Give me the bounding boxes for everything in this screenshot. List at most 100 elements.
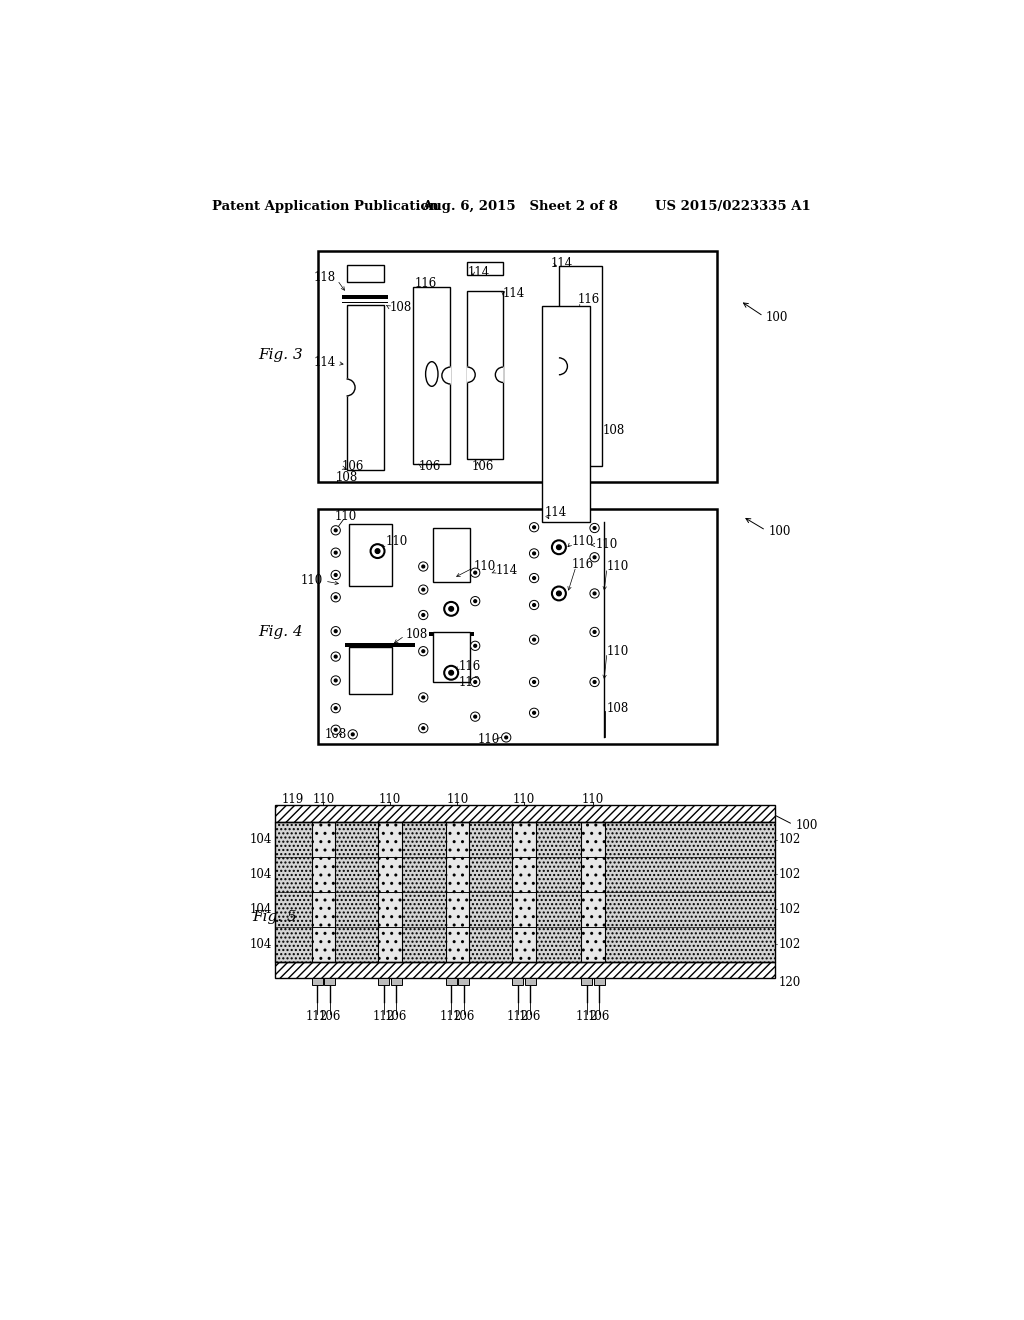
Text: 104: 104 [250,937,272,950]
Bar [559,267,601,466]
Bar [275,822,775,857]
Circle shape [532,711,536,714]
Text: 106: 106 [385,1010,408,1023]
Circle shape [334,630,337,632]
Text: 104: 104 [250,869,272,880]
Circle shape [529,549,539,558]
Bar [335,927,378,961]
Circle shape [331,676,340,685]
Text: 120: 120 [778,975,801,989]
Text: 112: 112 [440,1010,462,1023]
Bar [311,927,335,961]
Bar [346,264,384,281]
Wedge shape [442,367,451,384]
Bar [391,978,401,985]
Bar [429,632,474,636]
Circle shape [474,715,476,718]
Circle shape [593,631,596,634]
Text: 106: 106 [342,459,365,473]
Circle shape [422,614,425,616]
Circle shape [334,574,337,577]
Text: 114: 114 [496,564,517,577]
Text: 114: 114 [545,506,567,519]
Circle shape [331,704,340,713]
Circle shape [557,591,561,595]
Text: 108: 108 [603,424,626,437]
Circle shape [419,723,428,733]
Ellipse shape [570,338,585,360]
Circle shape [532,681,536,684]
Circle shape [474,572,476,574]
Bar [311,822,335,857]
Text: 108: 108 [336,471,358,484]
Text: 102: 102 [778,903,801,916]
Bar [378,857,401,892]
Circle shape [334,529,337,532]
Circle shape [529,677,539,686]
Text: 116: 116 [459,660,481,673]
Bar [536,822,582,857]
Bar [469,892,512,927]
Bar [275,892,775,927]
Bar [335,822,378,857]
Circle shape [444,665,458,680]
Circle shape [502,733,511,742]
Bar [342,296,388,300]
Bar [345,643,415,647]
Circle shape [449,607,454,611]
Circle shape [351,733,354,735]
Bar [469,822,512,857]
Bar [432,528,470,582]
Bar [582,822,604,857]
Bar [536,927,582,961]
Text: 108: 108 [406,628,428,640]
Bar [512,857,536,892]
Text: 114: 114 [503,286,525,300]
Circle shape [419,585,428,594]
Circle shape [529,708,539,718]
Bar [311,857,335,892]
Text: 112: 112 [507,1010,528,1023]
Text: 106: 106 [318,1010,341,1023]
Circle shape [532,603,536,606]
Bar [324,978,335,985]
Bar [512,978,523,985]
Text: 110: 110 [582,792,604,805]
Circle shape [331,548,340,557]
Circle shape [444,602,458,616]
Bar [604,927,775,961]
Circle shape [532,552,536,554]
Bar [512,822,536,857]
Circle shape [590,553,599,562]
Bar [317,508,717,743]
Circle shape [471,677,480,686]
Circle shape [532,525,536,528]
Circle shape [474,681,476,684]
Circle shape [419,647,428,656]
Text: 106: 106 [453,1010,475,1023]
Circle shape [590,627,599,636]
Circle shape [419,693,428,702]
Text: 106: 106 [419,459,441,473]
Bar [275,822,775,961]
Circle shape [552,540,566,554]
Circle shape [532,639,536,642]
Bar [401,822,445,857]
Bar [275,857,311,892]
Bar [401,892,445,927]
Circle shape [371,544,385,558]
Text: 110: 110 [607,644,629,657]
Text: 118: 118 [313,271,336,284]
Bar [445,857,469,892]
Text: 114: 114 [550,409,572,422]
Bar [432,632,470,682]
Circle shape [331,593,340,602]
Text: Aug. 6, 2015   Sheet 2 of 8: Aug. 6, 2015 Sheet 2 of 8 [423,199,618,213]
Text: Fig. 3: Fig. 3 [258,347,303,362]
Bar [458,978,469,985]
Text: 110: 110 [301,574,324,587]
Bar [335,857,378,892]
Circle shape [334,595,337,599]
Bar [275,961,775,978]
Text: 110: 110 [335,510,357,523]
